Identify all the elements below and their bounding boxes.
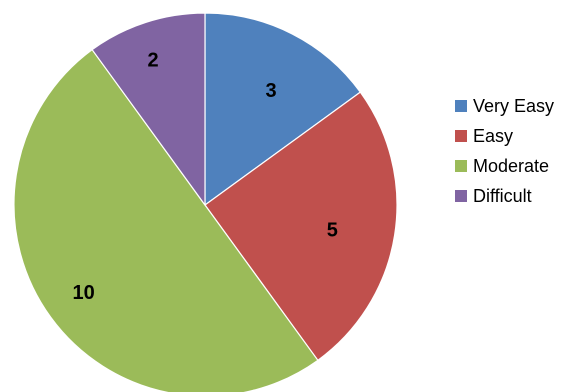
data-label-difficult: 2	[147, 49, 158, 71]
legend-item-difficult: Difficult	[455, 181, 584, 211]
data-label-easy: 5	[327, 220, 338, 242]
legend-label-easy: Easy	[473, 125, 514, 146]
pie-slice-moderate	[13, 48, 319, 392]
legend-label-very-easy: Very Easy	[473, 95, 555, 116]
legend-swatch-moderate	[455, 160, 467, 172]
data-label-moderate: 10	[72, 282, 94, 304]
legend-label-difficult: Difficult	[473, 185, 532, 206]
pie-slice-easy	[204, 91, 398, 362]
pie-slice-very-easy	[204, 12, 362, 207]
legend-swatch-very-easy	[455, 100, 467, 112]
legend-item-easy: Easy	[455, 121, 584, 151]
data-label-very-easy: 3	[266, 80, 277, 102]
legend-swatch-easy	[455, 130, 467, 142]
legend-item-moderate: Moderate	[455, 151, 584, 181]
pie-slices	[13, 12, 398, 392]
pie-slice-difficult	[91, 12, 206, 207]
legend-label-moderate: Moderate	[473, 155, 550, 176]
pie-data-labels: 3 5 10 2	[72, 49, 337, 304]
legend-item-very-easy: Very Easy	[455, 91, 584, 121]
legend-swatch-difficult	[455, 190, 467, 202]
legend: Very Easy Easy Moderate Difficult	[455, 91, 584, 211]
